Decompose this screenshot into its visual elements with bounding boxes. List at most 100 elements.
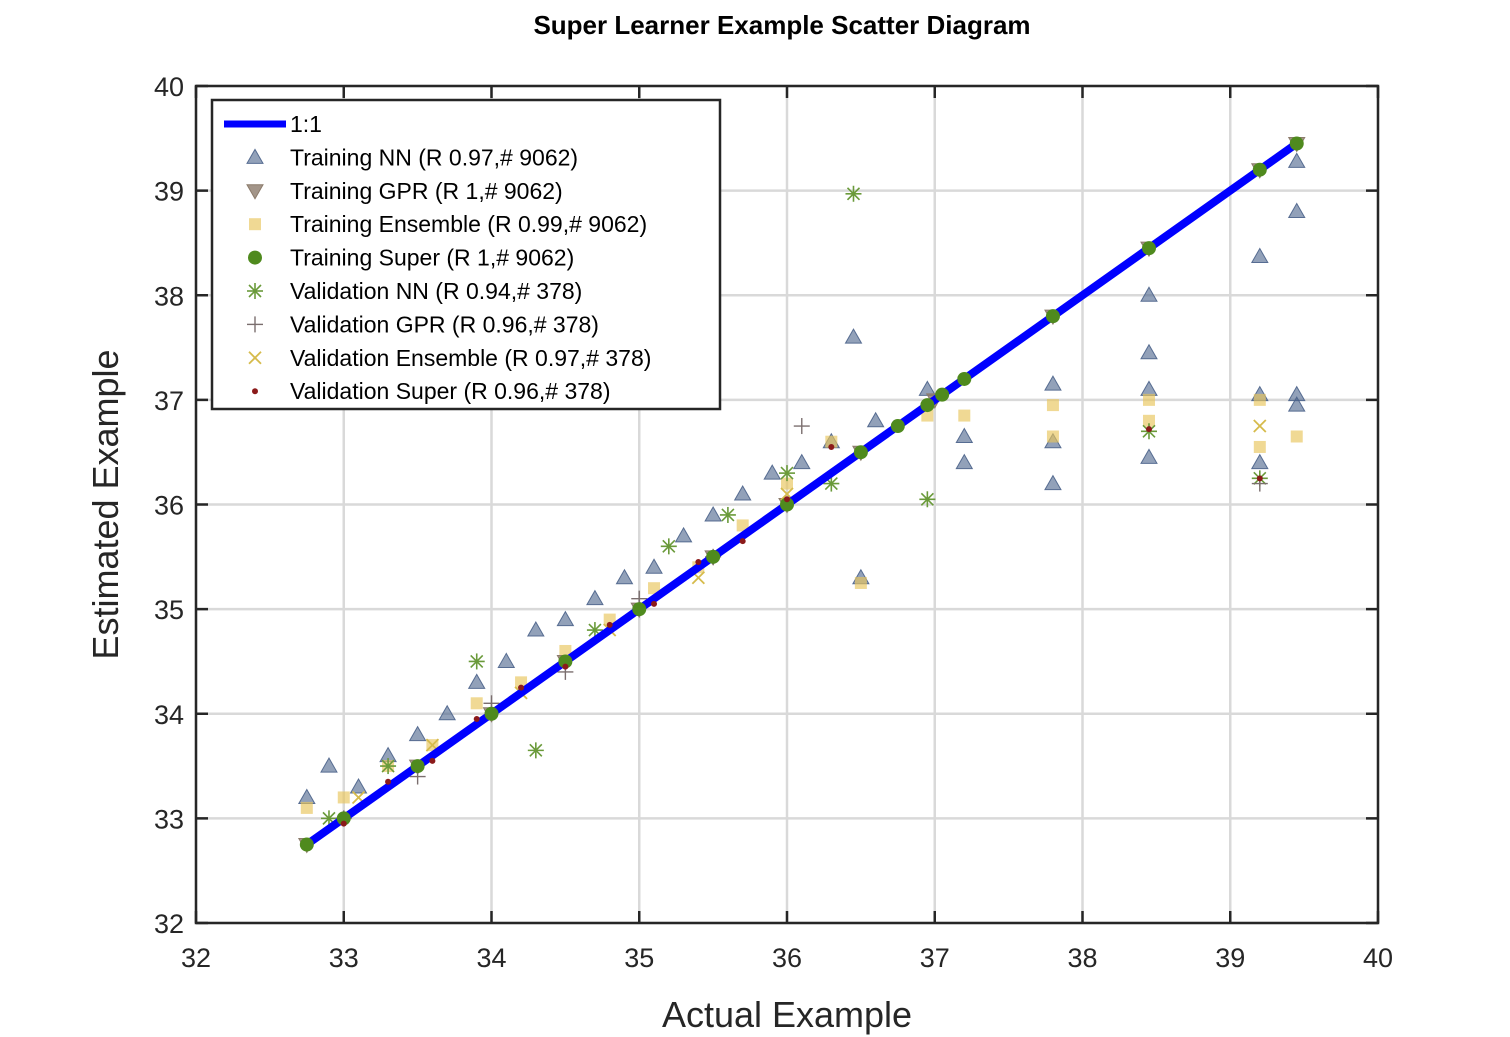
y-axis-label: Estimated Example: [85, 349, 126, 659]
point-circle: [920, 398, 935, 413]
x-tick-label: 35: [624, 943, 654, 973]
chart-title: Super Learner Example Scatter Diagram: [533, 10, 1030, 40]
legend-swatch-triangle-down: [246, 184, 264, 200]
point-triangle-up: [792, 453, 811, 470]
x-tick-label: 33: [329, 943, 359, 973]
point-triangle-up: [349, 777, 368, 794]
point-square: [1142, 414, 1155, 427]
point-triangle-up: [763, 464, 782, 480]
x-tick-label: 40: [1363, 943, 1393, 973]
legend-label: Validation Ensemble (R 0.97,# 378): [290, 345, 651, 371]
legend-swatch-triangle-up: [246, 148, 264, 164]
point-circle: [935, 387, 950, 402]
y-tick-label: 36: [154, 491, 184, 521]
point-square: [648, 582, 661, 595]
point-triangle-up: [674, 526, 693, 543]
point-triangle-up: [704, 505, 722, 522]
legend-swatch-asterisk: [247, 283, 263, 299]
point-triangle-up: [497, 652, 516, 668]
legend-label: Training NN (R 0.97,# 9062): [290, 144, 578, 170]
y-tick-label: 38: [154, 281, 184, 311]
legend-swatch-circle: [248, 250, 262, 265]
point-dot: [562, 663, 569, 670]
point-triangle-up: [645, 558, 663, 574]
point-dot: [1145, 426, 1152, 433]
point-circle: [706, 549, 721, 564]
point-asterisk: [779, 465, 795, 482]
legend-label: Validation NN (R 0.94,# 378): [290, 278, 582, 304]
point-circle: [957, 371, 972, 386]
point-circle: [1252, 162, 1267, 177]
point-dot: [784, 496, 790, 503]
point-dot: [340, 820, 347, 827]
point-square: [559, 644, 572, 657]
legend-item: Validation NN (R 0.94,# 378): [247, 278, 582, 304]
point-dot: [739, 538, 746, 545]
legend: 1:1 Training NN (R 0.97,# 9062) Training G…: [210, 98, 722, 411]
point-square: [1046, 399, 1059, 412]
point-circle: [1289, 136, 1304, 151]
point-circle: [1045, 309, 1060, 324]
point-dot: [606, 621, 613, 628]
legend-swatch-x: [248, 351, 262, 365]
point-triangle-up: [1287, 152, 1306, 168]
point-asterisk: [660, 538, 677, 555]
legend-item: Training NN (R 0.97,# 9062): [246, 144, 578, 170]
point-circle: [853, 445, 868, 460]
point-asterisk: [380, 758, 397, 775]
point-triangle-up: [1250, 453, 1269, 470]
legend-item: Training GPR (R 1,# 9062): [246, 178, 563, 204]
point-triangle-up: [733, 485, 752, 501]
point-triangle-up: [586, 589, 604, 606]
legend-label: Training Super (R 1,# 9062): [290, 245, 574, 271]
legend-item: Validation Super (R 0.96,# 378): [252, 378, 611, 404]
point-square: [1290, 430, 1303, 443]
point-triangle-up: [467, 673, 486, 689]
legend-item: 1:1: [224, 111, 322, 137]
legend-item: Validation GPR (R 0.96,# 378): [247, 311, 599, 337]
legend-label: Validation Super (R 0.96,# 378): [290, 378, 611, 404]
point-circle: [410, 759, 425, 774]
point-square: [470, 697, 483, 710]
point-x: [1253, 419, 1267, 433]
point-circle: [780, 497, 794, 512]
legend-label: 1:1: [290, 111, 322, 137]
legend-item: Training Super (R 1,# 9062): [248, 245, 574, 271]
point-square: [781, 477, 793, 490]
point-triangle-up: [844, 328, 863, 344]
y-tick-label: 40: [154, 72, 184, 102]
point-square: [1142, 393, 1155, 406]
point-square: [958, 409, 971, 422]
point-square: [337, 791, 350, 804]
point-triangle-up: [320, 757, 338, 773]
point-circle: [1141, 241, 1156, 256]
point-circle: [632, 602, 647, 617]
point-triangle-up: [1044, 375, 1062, 391]
legend-label: Training Ensemble (R 0.99,# 9062): [290, 211, 647, 237]
point-dot: [828, 443, 835, 450]
point-triangle-up: [918, 380, 937, 396]
point-triangle-up: [955, 453, 974, 470]
legend-item: Validation Ensemble (R 0.97,# 378): [248, 345, 651, 371]
y-tick-label: 32: [154, 909, 184, 939]
point-dot: [1256, 475, 1263, 482]
point-circle: [558, 654, 573, 669]
point-square: [1046, 430, 1059, 443]
x-tick-label: 32: [181, 943, 211, 973]
ticks: 32 33 34 35 36 37 38 39 40 32 33 34 35 36 37 38 39 40: [154, 72, 1393, 973]
point-square: [1253, 440, 1266, 453]
x-tick-label: 37: [920, 943, 950, 973]
x-tick-label: 38: [1067, 943, 1097, 973]
legend-box: [210, 98, 722, 411]
x-tick-label: 39: [1215, 943, 1245, 973]
point-asterisk: [527, 742, 544, 759]
point-asterisk: [468, 653, 485, 670]
point-square: [515, 676, 528, 689]
point-circle: [299, 837, 314, 852]
point-dot: [695, 559, 702, 566]
point-triangle-up: [438, 704, 457, 721]
point-triangle-up: [1140, 286, 1158, 302]
point-triangle-up: [556, 610, 575, 627]
point-dot: [473, 715, 480, 722]
